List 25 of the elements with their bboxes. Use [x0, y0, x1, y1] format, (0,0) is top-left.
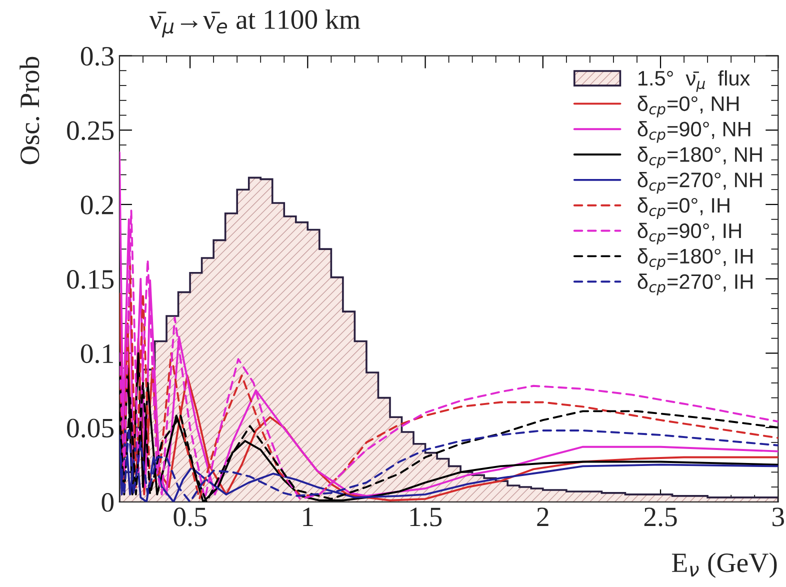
- legend-label: δ$_{cp}$=90°, IH: [638, 222, 741, 244]
- legend-label: δ$_{cp}$=0°, IH: [638, 197, 730, 219]
- y-tick-label: 0.1: [80, 344, 113, 364]
- x-tick-label: 3: [772, 508, 784, 526]
- legend-label: δ$_{cp}$=270°, NH: [638, 172, 762, 194]
- x-tick-label: 2.5: [644, 508, 677, 526]
- legend-label: δ$_{cp}$=180°, NH: [638, 146, 762, 168]
- y-tick-label: 0: [102, 493, 114, 512]
- x-tick-label: 1: [303, 508, 313, 526]
- legend-label: δ$_{cp}$=180°, IH: [638, 248, 752, 270]
- legend-label: 1.5° ν̄$_{μ}$ flux: [638, 70, 750, 92]
- legend-label: δ$_{cp}$=270°, IH: [638, 274, 752, 296]
- y-tick-label: 0.15: [67, 270, 114, 289]
- y-tick-label: 0.05: [67, 418, 114, 438]
- x-tick-label: 1.5: [410, 508, 442, 526]
- x-tick-label: 2: [537, 508, 548, 526]
- x-axis-title: E$_{ν}$ (GeV): [672, 552, 777, 578]
- chart-title: ν̄$_{μ}$→ν̄$_{e}$ at 1100 km: [149, 9, 360, 38]
- x-tick-label: 0.5: [174, 508, 206, 526]
- y-tick-label: 0.3: [80, 46, 114, 66]
- legend-label: δ$_{cp}$=90°, NH: [638, 121, 750, 143]
- y-tick-label: 0.2: [80, 196, 114, 215]
- y-tick-label: 0.25: [67, 121, 114, 140]
- legend-label: δ$_{cp}$=0°, NH: [638, 96, 739, 118]
- y-axis-title: Osc. Prob: [20, 56, 40, 164]
